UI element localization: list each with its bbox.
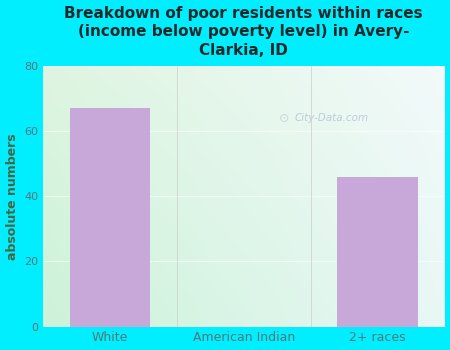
Text: ⊙: ⊙ [279,112,289,125]
Bar [338,177,418,327]
Text: City-Data.com: City-Data.com [295,113,369,123]
Bar [70,108,150,327]
Title: Breakdown of poor residents within races
(income below poverty level) in Avery-
: Breakdown of poor residents within races… [64,6,423,58]
Y-axis label: absolute numbers: absolute numbers [5,133,18,260]
